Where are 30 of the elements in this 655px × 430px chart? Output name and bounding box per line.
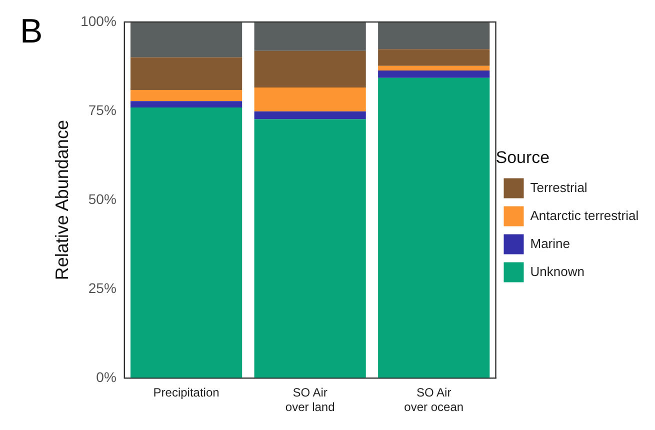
legend-label: Unknown xyxy=(530,264,584,279)
y-axis-title: Relative Abundance xyxy=(52,120,72,280)
bar xyxy=(254,111,366,120)
y-tick-label: 100% xyxy=(80,12,116,29)
y-tick-label: 50% xyxy=(88,190,116,207)
x-tick-label: SO Air over land xyxy=(285,386,335,414)
y-tick-label: 0% xyxy=(96,369,116,386)
y-tick-label: 75% xyxy=(88,102,116,118)
x-tick-label: SO Air over ocean xyxy=(404,386,464,414)
text: B xyxy=(20,12,43,50)
bar xyxy=(378,49,490,66)
bar xyxy=(254,88,366,112)
bar xyxy=(378,78,490,378)
legend-label: Marine xyxy=(530,236,570,251)
x-tick-label: Precipitation xyxy=(153,386,220,400)
bar xyxy=(378,66,490,70)
bar xyxy=(130,107,242,378)
bar xyxy=(378,22,490,50)
bar xyxy=(130,101,242,108)
y-tick-label: 25% xyxy=(88,280,116,296)
bar xyxy=(130,90,242,102)
bar xyxy=(130,22,242,58)
bar xyxy=(254,22,366,51)
bar xyxy=(254,119,366,378)
bar xyxy=(254,50,366,88)
legend-title: Source xyxy=(496,148,550,167)
bar xyxy=(130,57,242,90)
legend-label: Antarctic terrestrial xyxy=(530,208,639,223)
legend-label: Terrestrial xyxy=(530,180,588,195)
bar xyxy=(378,70,490,78)
